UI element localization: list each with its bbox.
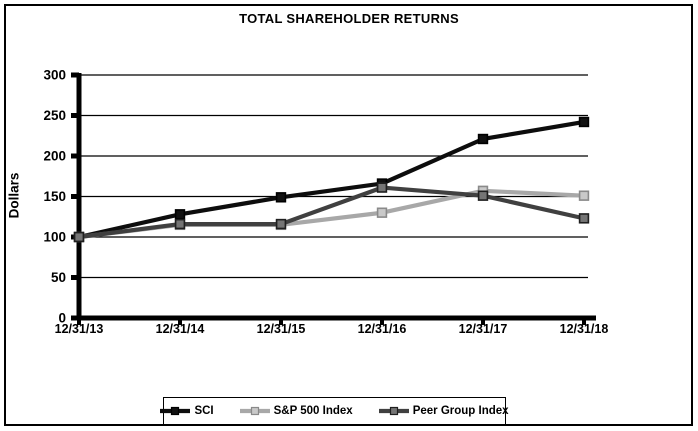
series-marker-0 bbox=[174, 209, 186, 220]
x-tick-label: 12/31/16 bbox=[358, 322, 407, 336]
series-marker-2 bbox=[376, 182, 388, 193]
y-tick-label: 300 bbox=[43, 68, 66, 83]
y-tick-label: 0 bbox=[58, 311, 66, 326]
x-tick-label: 12/31/18 bbox=[560, 322, 609, 336]
y-tick-label: 100 bbox=[43, 230, 66, 245]
legend-item-0: SCI bbox=[160, 405, 214, 417]
series-marker-0 bbox=[578, 116, 590, 128]
legend-swatch-icon bbox=[160, 406, 191, 416]
chart-title: TOTAL SHAREHOLDER RETURNS bbox=[239, 11, 459, 26]
series-marker-2 bbox=[73, 231, 85, 243]
legend-item-2: Peer Group Index bbox=[378, 405, 509, 417]
series-marker-2 bbox=[275, 218, 287, 230]
x-tick-label: 12/31/13 bbox=[55, 322, 104, 336]
x-tick-label: 12/31/14 bbox=[156, 322, 205, 336]
legend: SCI S&P 500 Index Peer Group Index bbox=[160, 397, 509, 425]
series-marker-2 bbox=[174, 218, 186, 230]
x-tick-label: 12/31/17 bbox=[459, 322, 508, 336]
legend-label: SCI bbox=[194, 405, 214, 417]
series-marker-0 bbox=[477, 133, 489, 145]
y-tick-label: 50 bbox=[51, 270, 66, 285]
legend-swatch-icon bbox=[378, 406, 409, 416]
series-marker-1 bbox=[376, 207, 388, 218]
series-marker-2 bbox=[477, 190, 489, 201]
y-tick-label: 250 bbox=[43, 108, 66, 123]
y-tick-label: 150 bbox=[43, 189, 66, 204]
series-line-2 bbox=[78, 185, 585, 240]
series-marker-0 bbox=[275, 192, 287, 203]
legend-label: S&P 500 Index bbox=[273, 405, 353, 417]
legend-swatch-icon bbox=[239, 406, 270, 416]
series-marker-1 bbox=[578, 190, 590, 201]
series-marker-2 bbox=[578, 213, 590, 224]
legend-item-1: S&P 500 Index bbox=[239, 405, 353, 417]
legend-label: Peer Group Index bbox=[412, 405, 509, 417]
series-line-0 bbox=[78, 119, 585, 240]
x-tick-label: 12/31/15 bbox=[257, 322, 306, 336]
series-line-1 bbox=[78, 188, 585, 240]
y-tick-label: 200 bbox=[43, 149, 66, 164]
